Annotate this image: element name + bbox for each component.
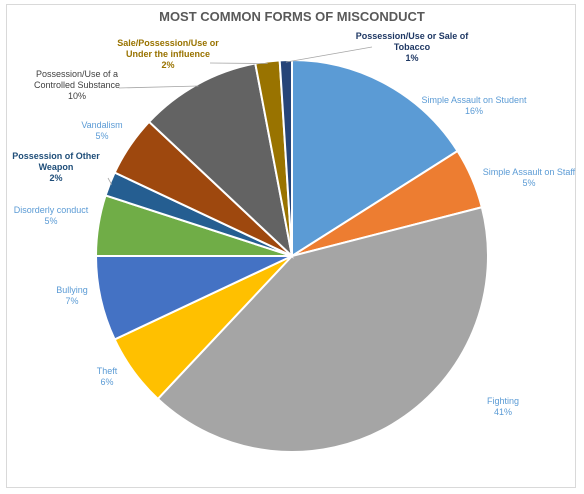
slice-label-1: Simple Assault on Student 16% bbox=[421, 95, 527, 116]
pie-slices bbox=[94, 58, 489, 453]
slice-label-5: Bullying 7% bbox=[56, 285, 88, 306]
leader-lines bbox=[107, 46, 373, 185]
leader-line-7 bbox=[107, 177, 112, 185]
slice-label-2: Simple Assault on Staff 5% bbox=[483, 167, 576, 188]
pie-slice-11 bbox=[278, 58, 293, 257]
slice-label-9: Possession/Use of a Controlled Substance 1… bbox=[34, 69, 120, 101]
pie-slice-3 bbox=[156, 206, 489, 453]
slice-label-4: Theft 6% bbox=[97, 366, 118, 387]
slice-label-7: Possession of Other Weapon 2% bbox=[12, 151, 100, 183]
slice-label-6: Disorderly conduct 5% bbox=[14, 205, 89, 226]
slice-label-3: Fighting 41% bbox=[487, 396, 519, 417]
slice-label-8: Vandalism 5% bbox=[81, 120, 122, 141]
slice-label-11: Possession/Use or Sale of Tobacco 1% bbox=[356, 31, 470, 63]
slice-label-10: Sale/Possession/Use or Under the influenc… bbox=[117, 38, 219, 70]
leader-line-9 bbox=[118, 85, 199, 89]
slice-labels: Simple Assault on Student 16% Simple Assau… bbox=[12, 31, 575, 417]
leader-line-10 bbox=[209, 62, 268, 64]
chart-title: MOST COMMON FORMS OF MISCONDUCT bbox=[159, 9, 425, 24]
leader-line-11 bbox=[285, 46, 373, 63]
pie-slice-9 bbox=[147, 62, 294, 259]
pie-slice-1 bbox=[291, 58, 459, 258]
